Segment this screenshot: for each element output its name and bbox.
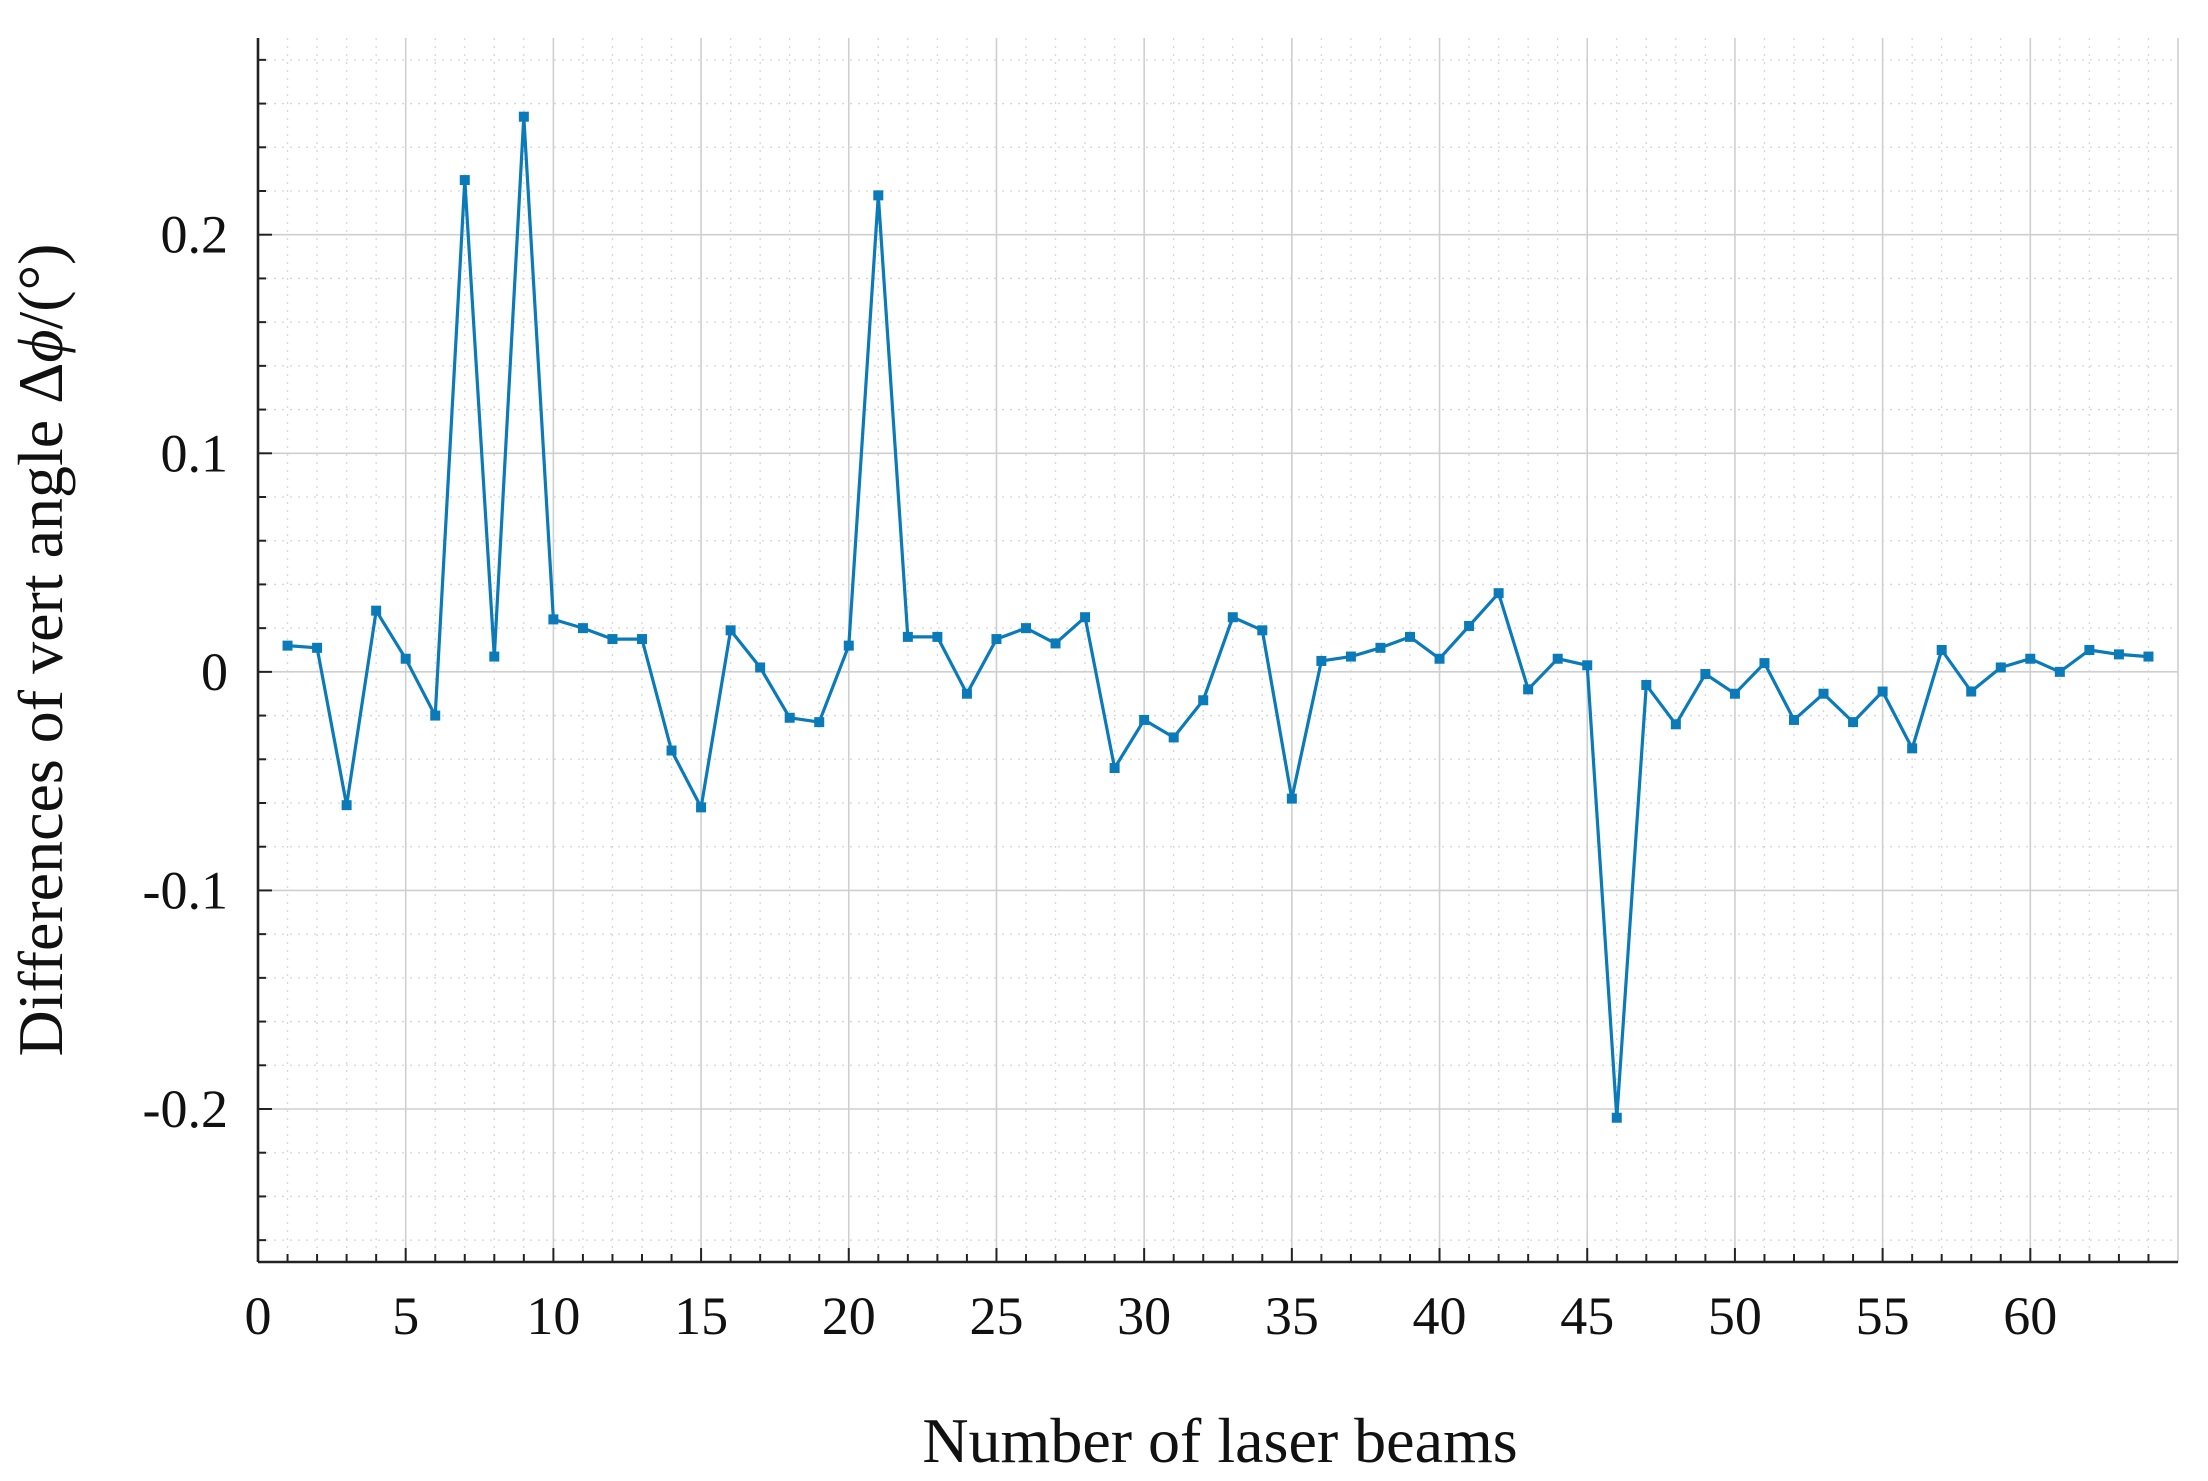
data-point <box>725 625 736 636</box>
data-point <box>1966 686 1977 697</box>
data-point <box>1759 658 1770 669</box>
x-tick-label: 60 <box>2003 1286 2057 1346</box>
data-point <box>1818 688 1829 699</box>
x-tick-label: 25 <box>969 1286 1023 1346</box>
axes <box>256 38 2178 1264</box>
x-tick-label: 15 <box>674 1286 728 1346</box>
series-line <box>287 115 2149 1120</box>
x-tick-label: 45 <box>1560 1286 1614 1346</box>
y-axis-title: Differences of vert angle Δϕ/(°) <box>5 244 76 1057</box>
data-point <box>1139 714 1150 725</box>
x-tick-label: 50 <box>1708 1286 1762 1346</box>
tick-labels: 0 5 10 15 20 25 30 35 40 45 50 55 60 -0.2 -0.1 0 0.1 0.2 <box>143 205 2058 1346</box>
data-point <box>282 640 293 651</box>
data-point <box>1257 625 1268 636</box>
x-tick-label: 20 <box>822 1286 876 1346</box>
data-point <box>961 688 972 699</box>
x-tick-label: 35 <box>1265 1286 1319 1346</box>
y-axis-title-prefix: Differences of vert angle Δ <box>5 363 76 1057</box>
minor-grid <box>258 38 2178 1262</box>
data-point <box>2025 653 2036 664</box>
x-tick-label: 0 <box>245 1286 272 1346</box>
data-point <box>1109 763 1120 774</box>
data-point <box>1995 662 2006 673</box>
data-point <box>2143 651 2154 662</box>
data-point <box>518 111 529 122</box>
data-point <box>902 631 913 642</box>
data-point <box>607 634 618 645</box>
data-point <box>1523 684 1534 695</box>
y-tick-label: 0.1 <box>161 423 229 483</box>
data-point <box>637 634 647 645</box>
data-point <box>1493 588 1504 599</box>
data-point <box>814 717 825 728</box>
y-axis-title-symbol: ϕ <box>5 330 76 363</box>
data-point <box>1080 612 1091 623</box>
data-point <box>577 623 588 634</box>
data-point <box>1464 620 1475 631</box>
data-point <box>1611 1112 1622 1123</box>
data-point <box>1641 679 1652 690</box>
x-tick-label: 5 <box>392 1286 419 1346</box>
data-point <box>1552 653 1563 664</box>
data-point <box>1345 651 1356 662</box>
data-point <box>991 634 1002 645</box>
data-point <box>755 662 766 673</box>
data-point <box>1936 645 1947 655</box>
data-point <box>1582 660 1593 671</box>
data-point <box>1434 653 1445 664</box>
data-point <box>1848 717 1859 728</box>
data-point <box>2054 666 2065 677</box>
data-point <box>873 190 884 201</box>
y-tick-label: 0.2 <box>161 205 229 265</box>
data-point <box>2084 645 2095 655</box>
data-point <box>1405 631 1415 642</box>
data-point <box>1877 686 1888 697</box>
data-point <box>784 712 795 723</box>
y-tick-label: -0.2 <box>143 1079 228 1139</box>
data-point <box>1670 719 1681 730</box>
series-layer <box>282 111 2154 1123</box>
x-tick-label: 40 <box>1413 1286 1467 1346</box>
data-point <box>932 631 943 642</box>
x-tick-label: 10 <box>526 1286 580 1346</box>
data-point <box>548 614 559 625</box>
data-point <box>2113 649 2124 660</box>
data-point <box>371 605 382 616</box>
data-point <box>400 653 411 664</box>
data-point <box>1789 714 1799 725</box>
data-point <box>1700 669 1711 680</box>
x-tick-label: 30 <box>1117 1286 1171 1346</box>
data-point <box>696 802 707 813</box>
data-point <box>312 642 323 653</box>
y-tick-label: 0 <box>201 642 228 702</box>
data-point <box>1227 612 1238 623</box>
data-point <box>1198 695 1209 706</box>
data-point <box>489 651 500 662</box>
x-axis-title: Number of laser beams <box>922 1405 1517 1476</box>
data-point <box>1907 743 1918 754</box>
data-point <box>1050 638 1061 649</box>
major-grid <box>258 38 2179 1262</box>
data-point <box>430 710 441 721</box>
y-axis-title-suffix: /(°) <box>5 244 76 330</box>
data-point <box>341 800 352 811</box>
data-point <box>666 745 677 756</box>
data-point <box>1316 655 1327 666</box>
data-point <box>1168 732 1179 743</box>
data-point <box>843 640 854 651</box>
data-point <box>1021 623 1031 634</box>
data-point <box>459 175 470 186</box>
data-point <box>1729 688 1740 699</box>
data-point <box>1375 642 1386 653</box>
data-point <box>1286 793 1297 804</box>
x-tick-label: 55 <box>1856 1286 1910 1346</box>
y-tick-label: -0.1 <box>143 860 228 920</box>
